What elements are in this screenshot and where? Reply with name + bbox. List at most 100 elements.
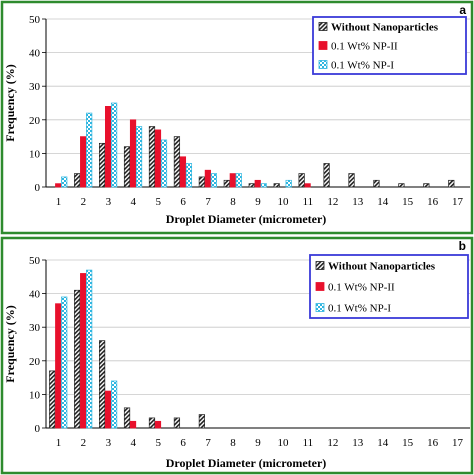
- bar: [86, 269, 93, 429]
- legend: Without Nanoparticles 0.1 Wt% NP-II 0.1 Wt…: [312, 16, 467, 75]
- y-tick-label: 0: [35, 182, 41, 194]
- bar: [210, 173, 217, 188]
- legend-label: 0.1 Wt% NP-I: [331, 60, 394, 72]
- bar: [198, 176, 205, 188]
- bar: [111, 380, 118, 429]
- x-tick-label: 5: [155, 437, 161, 449]
- bar: [61, 296, 68, 429]
- y-tick-label: 20: [29, 356, 41, 368]
- x-tick-label: 17: [452, 196, 464, 208]
- x-tick-label: 17: [452, 437, 464, 449]
- y-tick-label: 20: [29, 115, 41, 127]
- bar: [348, 173, 355, 188]
- x-tick-label: 11: [303, 196, 314, 208]
- x-tick-label: 7: [205, 437, 211, 449]
- bar: [423, 183, 430, 188]
- bar: [61, 176, 68, 188]
- bar: [260, 183, 267, 188]
- y-tick-label: 30: [29, 81, 41, 93]
- legend-swatch: [318, 22, 328, 31]
- x-tick-label: 12: [327, 437, 338, 449]
- panel-border: [0, 0, 474, 235]
- legend-label: 0.1 Wt% NP-II: [331, 41, 398, 53]
- bar: [323, 163, 330, 188]
- legend-box: [309, 254, 469, 319]
- legend-label: 0.1 Wt% NP-II: [328, 282, 395, 294]
- x-tick-label: 15: [402, 196, 414, 208]
- bar: [185, 163, 193, 188]
- bar: [105, 390, 112, 429]
- bar: [179, 156, 187, 188]
- legend: Without Nanoparticles 0.1 Wt% NP-II 0.1 Wt…: [309, 254, 469, 319]
- bar: [173, 417, 181, 429]
- x-tick-label: 3: [106, 437, 112, 449]
- bar: [99, 142, 106, 188]
- legend-box: [312, 16, 467, 75]
- bar: [135, 126, 143, 188]
- bar: [248, 183, 255, 188]
- bar: [448, 179, 455, 188]
- x-tick-label: 6: [180, 437, 186, 449]
- x-tick-label: 15: [402, 437, 414, 449]
- bar: [285, 179, 292, 188]
- x-tick-label: 1: [56, 437, 62, 449]
- legend-swatch: [315, 303, 325, 312]
- bar: [80, 273, 87, 429]
- y-tick-label: 50: [29, 14, 41, 26]
- x-tick-label: 1: [56, 196, 62, 208]
- bar: [223, 179, 230, 188]
- x-tick-label: 2: [81, 437, 87, 449]
- legend-label: Without Nanoparticles: [331, 22, 439, 34]
- bar: [235, 173, 242, 188]
- bar: [111, 102, 118, 188]
- x-tick-label: 10: [277, 196, 289, 208]
- bar: [123, 407, 131, 429]
- x-tick-label: 4: [131, 196, 137, 208]
- x-tick-label: 5: [155, 196, 161, 208]
- bar: [198, 414, 205, 429]
- bar: [298, 173, 305, 188]
- bar: [160, 139, 168, 188]
- bar: [99, 340, 106, 429]
- x-tick-label: 6: [180, 196, 186, 208]
- y-tick-label: 40: [29, 48, 41, 60]
- bar: [148, 417, 156, 429]
- bar: [173, 136, 181, 188]
- x-tick-label: 9: [255, 437, 261, 449]
- y-axis-title: Frequency (%): [3, 305, 17, 382]
- legend-swatch: [318, 60, 328, 69]
- panel-letter: a: [459, 3, 466, 17]
- bar: [86, 112, 93, 188]
- x-tick-label: 12: [327, 196, 338, 208]
- legend-label: Without Nanoparticles: [328, 261, 436, 273]
- legend-label: 0.1 Wt% NP-I: [328, 303, 391, 315]
- x-axis-title: Droplet Diameter (micrometer): [166, 212, 327, 226]
- bar: [74, 289, 81, 429]
- x-tick-label: 14: [377, 437, 389, 449]
- bar: [154, 129, 162, 188]
- x-tick-label: 16: [427, 437, 439, 449]
- bar: [373, 179, 380, 188]
- bar: [273, 183, 280, 188]
- bar: [398, 183, 405, 188]
- x-tick-label: 10: [277, 437, 289, 449]
- bar: [55, 183, 62, 188]
- bar: [123, 146, 131, 188]
- y-tick-label: 50: [29, 255, 41, 267]
- x-tick-label: 7: [205, 196, 211, 208]
- x-tick-label: 16: [427, 196, 439, 208]
- bar: [154, 420, 162, 429]
- y-tick-label: 0: [35, 423, 41, 435]
- y-tick-label: 40: [29, 289, 41, 301]
- bar: [105, 106, 112, 188]
- x-tick-label: 9: [255, 196, 261, 208]
- bar: [129, 119, 137, 188]
- bar: [80, 136, 87, 188]
- x-tick-label: 14: [377, 196, 389, 208]
- x-tick-label: 13: [352, 437, 364, 449]
- x-tick-label: 4: [131, 437, 137, 449]
- x-axis-title: Droplet Diameter (micrometer): [166, 456, 327, 470]
